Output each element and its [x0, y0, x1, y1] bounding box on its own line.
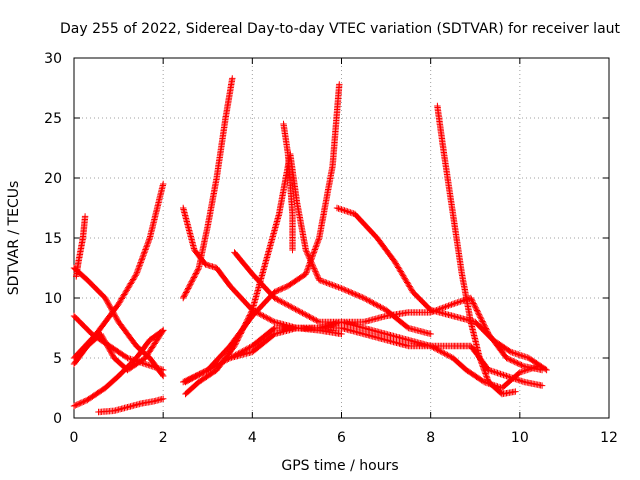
y-tick-label: 20 [44, 171, 62, 187]
series-track-7 [95, 395, 167, 416]
y-tick-label: 30 [44, 51, 62, 67]
series-track-11 [182, 150, 434, 398]
y-tick-labels: 0 5 10 15 20 25 30 [44, 51, 62, 427]
x-tick-label: 0 [70, 430, 79, 446]
y-tick-label: 0 [53, 411, 62, 427]
series-track-16 [333, 204, 550, 374]
series-track-9 [180, 75, 236, 302]
x-tick-label: 10 [511, 430, 529, 446]
y-axis-label: SDTVAR / TECUs [6, 181, 22, 296]
x-tick-labels: 0 2 4 6 8 10 12 [70, 430, 618, 446]
series-track-6 [73, 213, 89, 280]
series-track-5 [70, 180, 167, 362]
series-track-4 [70, 327, 167, 410]
y-tick-label: 10 [44, 291, 62, 307]
x-tick-label: 8 [426, 430, 435, 446]
data-series [70, 75, 550, 416]
series-track-17 [434, 102, 519, 398]
x-tick-label: 6 [337, 430, 346, 446]
series-track-15 [231, 249, 541, 392]
series-track-12 [280, 120, 296, 254]
y-tick-label: 25 [44, 111, 62, 127]
x-tick-label: 4 [248, 430, 257, 446]
grid-lines [74, 58, 609, 418]
x-axis-label: GPS time / hours [281, 458, 398, 474]
x-tick-label: 2 [159, 430, 168, 446]
x-tick-label: 12 [600, 430, 618, 446]
y-tick-label: 5 [53, 351, 62, 367]
chart-title: Day 255 of 2022, Sidereal Day-to-day VTE… [60, 21, 621, 37]
y-tick-label: 15 [44, 231, 62, 247]
